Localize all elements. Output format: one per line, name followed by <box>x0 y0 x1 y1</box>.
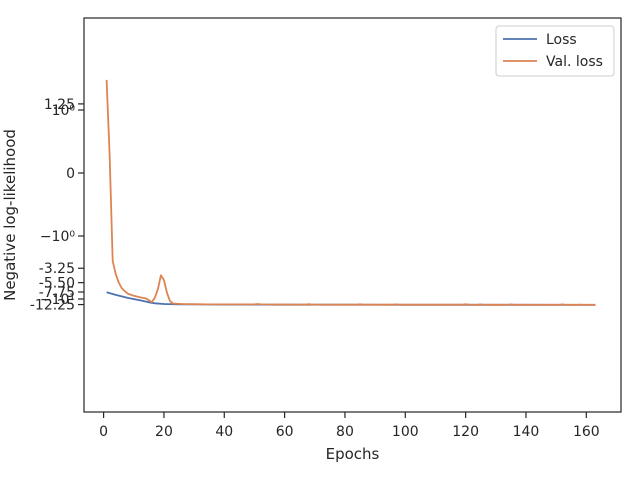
y-axis-label: Negative log-likelihood <box>1 129 19 301</box>
y-tick-label: −10¹ <box>40 292 75 308</box>
y-tick-label: 10⁰ <box>52 103 76 119</box>
y-tick-label: -12.25 <box>30 298 75 314</box>
legend-label-loss: Loss <box>546 32 577 48</box>
x-tick-label: 140 <box>513 424 540 440</box>
y-tick-label: -7.75 <box>39 285 75 301</box>
x-tick-label: 100 <box>392 424 419 440</box>
x-tick-label: 60 <box>276 424 294 440</box>
x-tick-label: 0 <box>99 424 108 440</box>
plot-area <box>105 79 596 306</box>
legend: Loss Val. loss <box>495 25 615 77</box>
x-axis-ticks: 0 20 40 60 80 100 120 140 160 <box>99 412 600 440</box>
x-tick-label: 160 <box>573 424 600 440</box>
x-axis-label: Epochs <box>326 445 380 463</box>
plot-frame <box>83 17 622 413</box>
y-tick-label: 1.25 <box>44 97 75 113</box>
x-tick-label: 40 <box>215 424 233 440</box>
legend-label-val-loss: Val. loss <box>546 54 603 70</box>
x-tick-label: 80 <box>336 424 354 440</box>
y-tick-label: -5.50 <box>39 276 75 292</box>
x-tick-label: 20 <box>155 424 173 440</box>
y-tick-label: 0 <box>66 166 75 182</box>
x-tick-label: 120 <box>452 424 479 440</box>
series-line-val-loss <box>105 79 596 306</box>
y-tick-label: −10⁰ <box>40 229 76 245</box>
y-tick-label: -3.25 <box>39 261 75 277</box>
